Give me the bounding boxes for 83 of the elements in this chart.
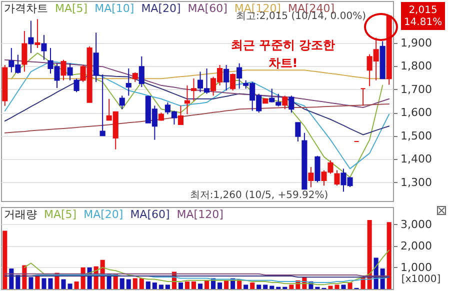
candlestick	[314, 155, 320, 183]
text: [x1000]	[401, 274, 441, 285]
candlestick	[360, 88, 366, 106]
bar	[28, 277, 34, 289]
text: MA[20]	[141, 2, 181, 15]
text: MA[60]	[130, 208, 170, 221]
y-tick-label: 1,300	[400, 176, 432, 189]
bar	[270, 286, 274, 289]
bar	[165, 284, 170, 289]
bar	[191, 281, 196, 289]
candlestick	[236, 62, 242, 90]
bar	[139, 278, 144, 289]
candlestick	[132, 72, 138, 82]
bar	[152, 282, 157, 289]
bar	[204, 280, 210, 289]
bar	[341, 284, 346, 289]
bar	[218, 282, 222, 289]
annotation: 차트!	[268, 56, 298, 70]
candlestick	[22, 30, 28, 72]
text: MA[20]	[84, 208, 124, 221]
candlestick	[334, 170, 340, 186]
candlestick	[282, 95, 288, 110]
candlestick	[34, 18, 40, 48]
candlestick	[269, 88, 275, 103]
candlestick	[41, 34, 47, 60]
candlestick	[60, 59, 66, 81]
candlestick	[126, 68, 132, 96]
bar	[74, 281, 79, 289]
candlestick	[119, 95, 125, 110]
bar	[126, 279, 131, 289]
candlestick	[288, 95, 294, 114]
candlestick	[184, 84, 190, 115]
bar	[158, 284, 164, 289]
y-tick-label: 1,000	[400, 260, 432, 274]
candlestick	[224, 64, 230, 92]
bar	[256, 284, 262, 289]
bar	[16, 274, 20, 289]
bar	[289, 284, 294, 289]
bar	[2, 230, 8, 289]
annotation: 최근 꾸준히 강조한	[230, 38, 336, 52]
y-tick-label: 1,400	[400, 152, 432, 166]
candlestick	[190, 78, 197, 102]
text: MA[10]	[94, 2, 134, 15]
bar	[146, 281, 150, 289]
bar	[120, 278, 124, 289]
legend-title: 거래량	[4, 208, 37, 221]
text: MA[120]	[176, 208, 224, 221]
text: MA[60]	[188, 2, 228, 15]
candlestick	[178, 105, 184, 125]
text: 14.81%	[404, 17, 442, 28]
text: 2,015	[408, 5, 438, 16]
candlestick	[138, 56, 144, 88]
candlestick	[230, 73, 236, 92]
candlestick	[93, 32, 99, 82]
bar	[244, 284, 248, 289]
candlestick	[100, 74, 106, 136]
text: MA[5]	[44, 208, 77, 221]
bar	[178, 282, 183, 289]
candlestick	[74, 78, 80, 93]
y-tick-label: 1,800	[400, 60, 432, 73]
bar	[348, 282, 352, 289]
candlestick	[67, 62, 73, 81]
bar	[132, 278, 138, 289]
bar	[198, 284, 203, 289]
candlestick	[295, 122, 301, 142]
y-tick-label: 1,700	[400, 82, 432, 96]
y-tick-label: 1,900	[400, 36, 432, 50]
y-tick-label: 1,500	[400, 129, 432, 142]
text: MA[5]	[55, 2, 88, 15]
bar	[263, 284, 268, 289]
candlestick	[28, 20, 34, 54]
y-tick-label: 3,000	[400, 218, 432, 231]
legend-title: 가격차트	[4, 2, 48, 15]
bar	[184, 281, 190, 289]
bar	[250, 282, 255, 289]
candlestick	[308, 166, 314, 188]
annotation: 최저:1,260 (10/5, +59.92%)	[190, 190, 328, 201]
y-tick-label: 2,000	[400, 239, 432, 252]
bar	[367, 220, 372, 289]
bar	[224, 280, 229, 289]
y-tick-label: 1,600	[400, 106, 432, 120]
candlestick	[276, 93, 282, 107]
bar	[386, 222, 392, 289]
